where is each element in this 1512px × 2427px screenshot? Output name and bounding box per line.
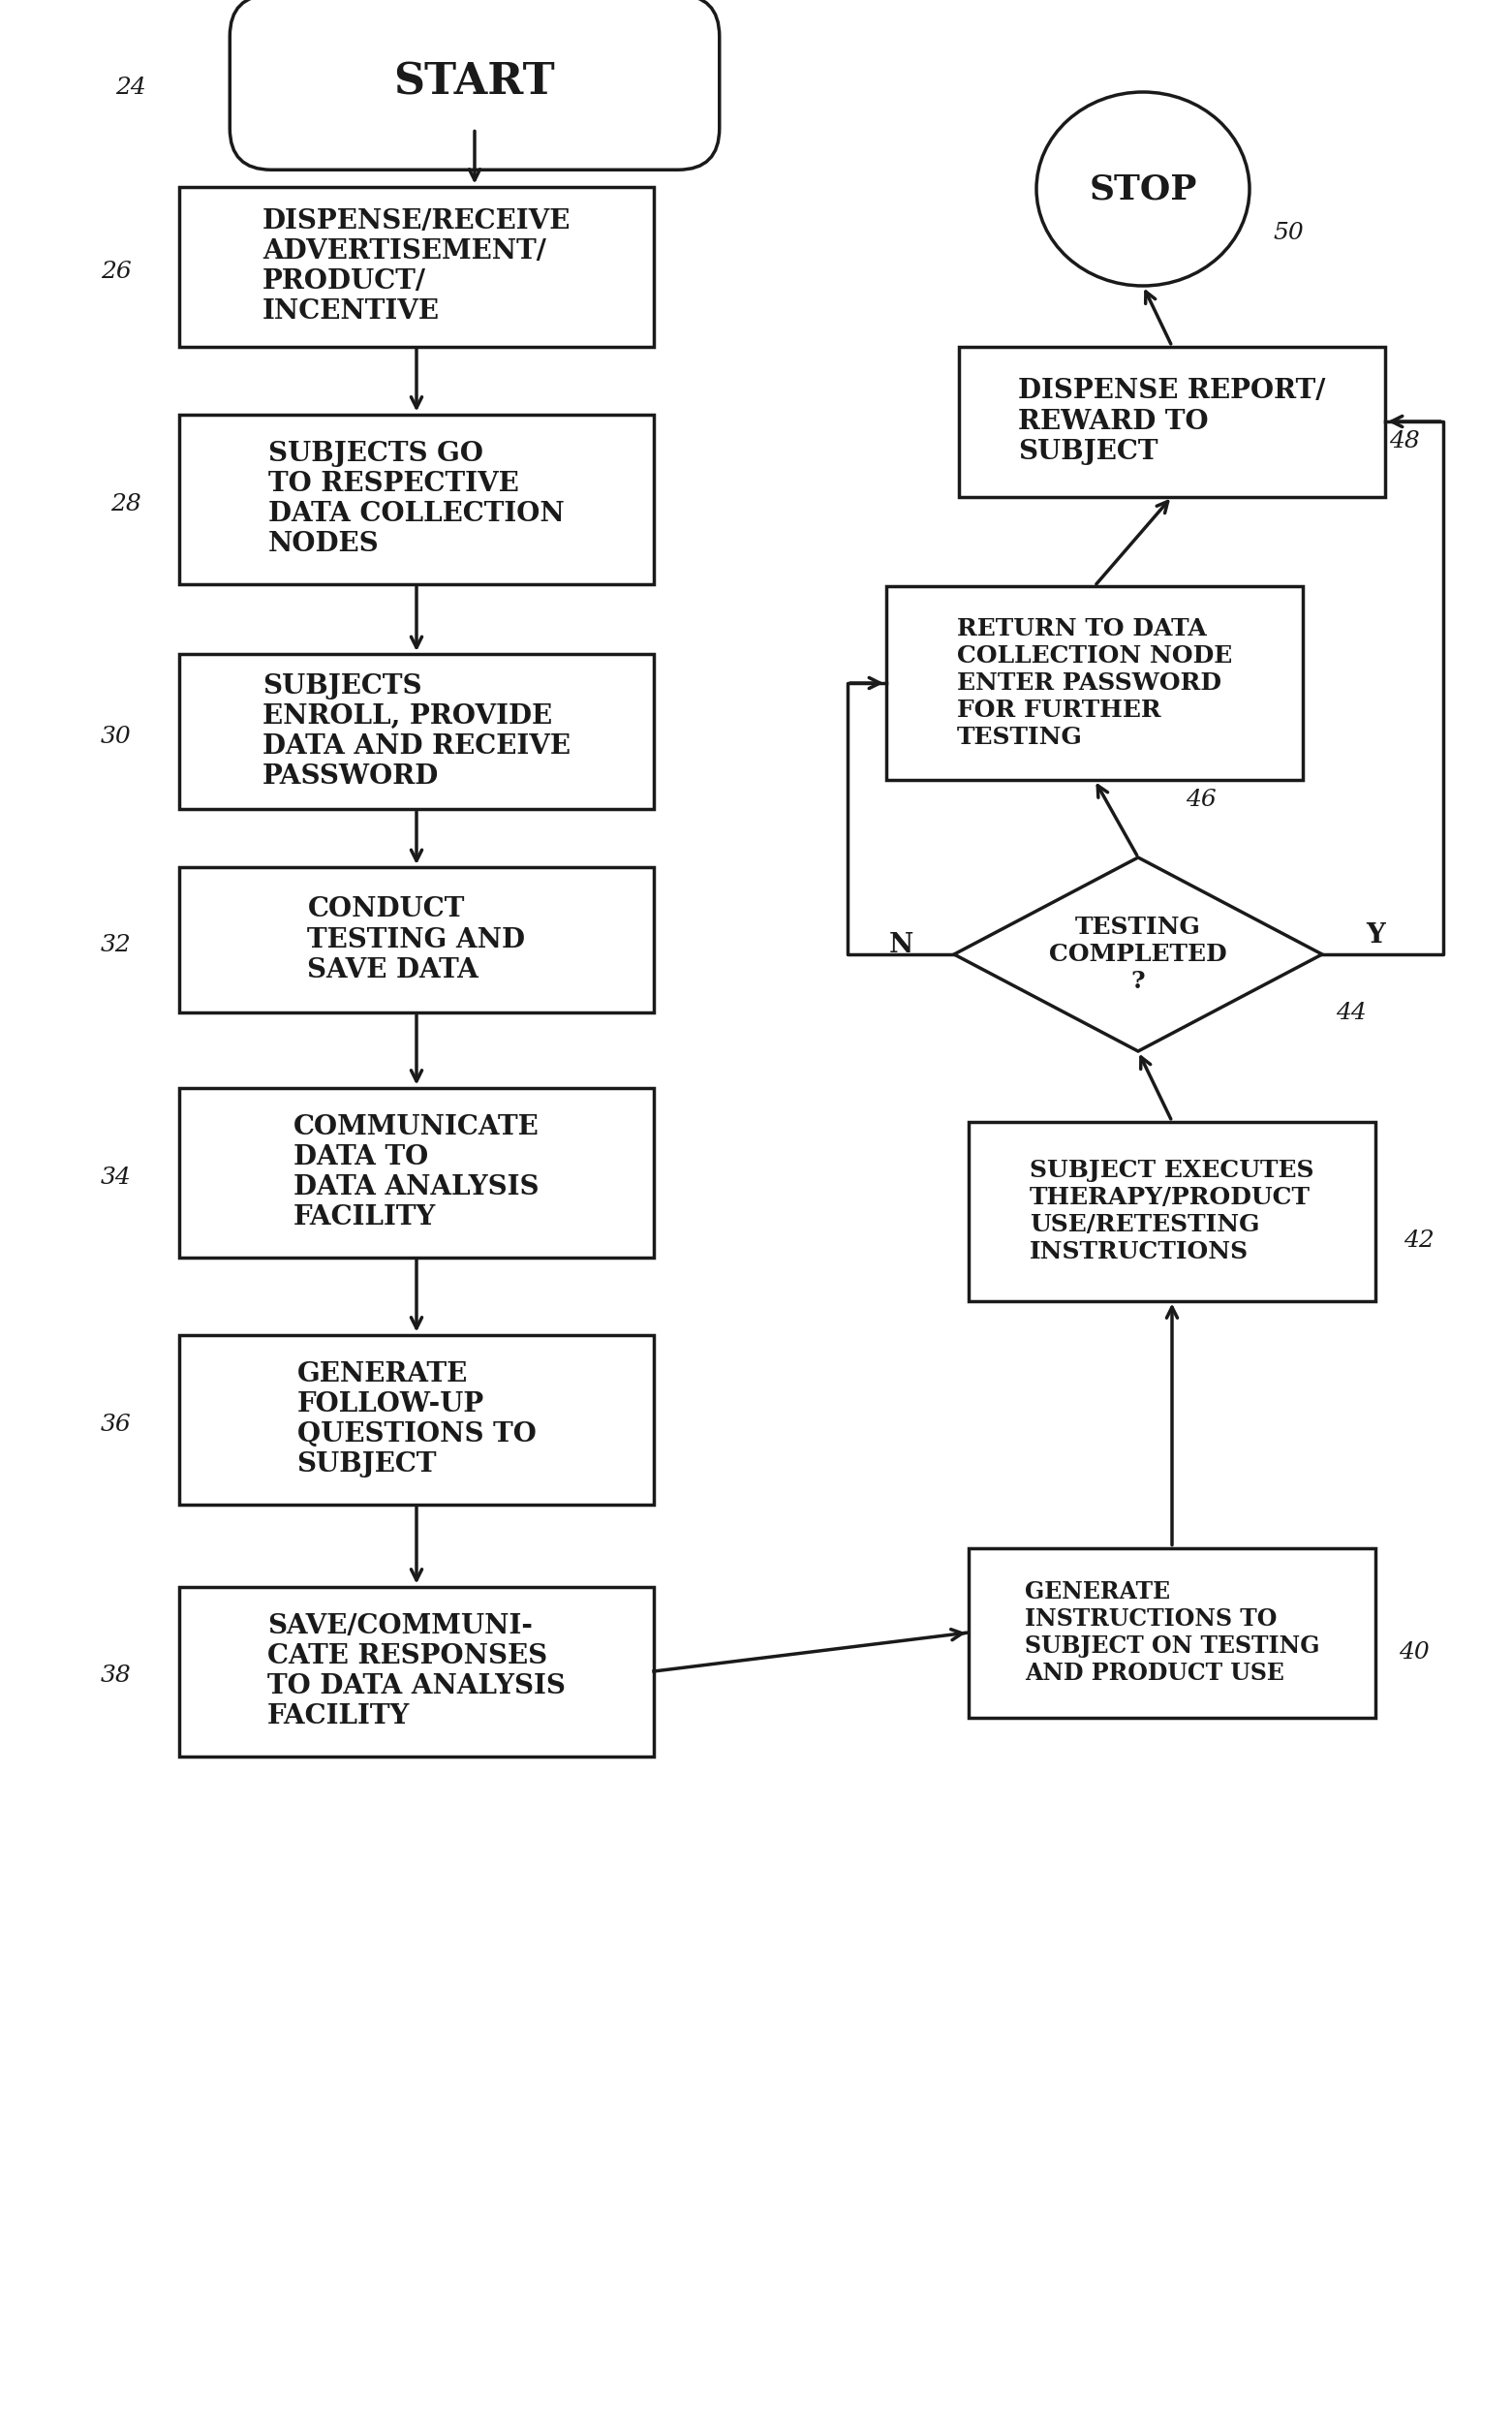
Text: 50: 50 [1273, 221, 1303, 243]
Text: SUBJECTS
ENROLL, PROVIDE
DATA AND RECEIVE
PASSWORD: SUBJECTS ENROLL, PROVIDE DATA AND RECEIV… [263, 672, 570, 789]
Bar [180, 1587, 653, 1757]
Bar [180, 1087, 653, 1257]
Bar [180, 415, 653, 585]
Text: SUBJECTS GO
TO RESPECTIVE
DATA COLLECTION
NODES: SUBJECTS GO TO RESPECTIVE DATA COLLECTIO… [269, 442, 564, 558]
Bar [180, 187, 653, 347]
Text: 40: 40 [1399, 1641, 1429, 1662]
Text: 48: 48 [1390, 430, 1420, 451]
Text: RETURN TO DATA
COLLECTION NODE
ENTER PASSWORD
FOR FURTHER
TESTING: RETURN TO DATA COLLECTION NODE ENTER PAS… [957, 616, 1232, 748]
Polygon shape [954, 857, 1321, 1051]
Bar [180, 866, 653, 1012]
Text: 42: 42 [1403, 1228, 1435, 1252]
Text: SUBJECT EXECUTES
THERAPY/PRODUCT
USE/RETESTING
INSTRUCTIONS: SUBJECT EXECUTES THERAPY/PRODUCT USE/RET… [1030, 1160, 1314, 1262]
Bar [180, 653, 653, 808]
Text: COMMUNICATE
DATA TO
DATA ANALYSIS
FACILITY: COMMUNICATE DATA TO DATA ANALYSIS FACILI… [293, 1114, 540, 1230]
Text: 38: 38 [101, 1665, 132, 1687]
Text: START: START [393, 61, 555, 104]
Text: 30: 30 [101, 726, 132, 748]
Text: 36: 36 [101, 1413, 132, 1434]
Text: 44: 44 [1335, 1002, 1367, 1024]
Bar [969, 1121, 1376, 1301]
Text: DISPENSE REPORT/
REWARD TO
SUBJECT: DISPENSE REPORT/ REWARD TO SUBJECT [1018, 379, 1326, 464]
Text: 32: 32 [101, 934, 132, 956]
Bar [959, 347, 1385, 498]
Text: Y: Y [1365, 922, 1385, 949]
Text: CONDUCT
TESTING AND
SAVE DATA: CONDUCT TESTING AND SAVE DATA [307, 896, 526, 983]
Text: SAVE/COMMUNI-
CATE RESPONSES
TO DATA ANALYSIS
FACILITY: SAVE/COMMUNI- CATE RESPONSES TO DATA ANA… [268, 1614, 565, 1730]
Ellipse shape [1036, 92, 1249, 286]
Text: 46: 46 [1185, 789, 1217, 811]
Text: 28: 28 [110, 493, 141, 515]
Text: DISPENSE/RECEIVE
ADVERTISEMENT/
PRODUCT/
INCENTIVE: DISPENSE/RECEIVE ADVERTISEMENT/ PRODUCT/… [262, 209, 570, 325]
Bar [180, 1335, 653, 1505]
Text: STOP: STOP [1089, 172, 1198, 206]
Text: GENERATE
INSTRUCTIONS TO
SUBJECT ON TESTING
AND PRODUCT USE: GENERATE INSTRUCTIONS TO SUBJECT ON TEST… [1025, 1580, 1320, 1684]
Text: 26: 26 [101, 260, 132, 282]
Text: GENERATE
FOLLOW-UP
QUESTIONS TO
SUBJECT: GENERATE FOLLOW-UP QUESTIONS TO SUBJECT [296, 1362, 537, 1478]
Bar [969, 1548, 1376, 1718]
Text: 24: 24 [115, 75, 147, 100]
Text: N: N [889, 932, 913, 959]
Text: 34: 34 [101, 1165, 132, 1189]
Bar [886, 587, 1303, 779]
FancyBboxPatch shape [230, 0, 720, 170]
Text: TESTING
COMPLETED
?: TESTING COMPLETED ? [1049, 915, 1228, 993]
